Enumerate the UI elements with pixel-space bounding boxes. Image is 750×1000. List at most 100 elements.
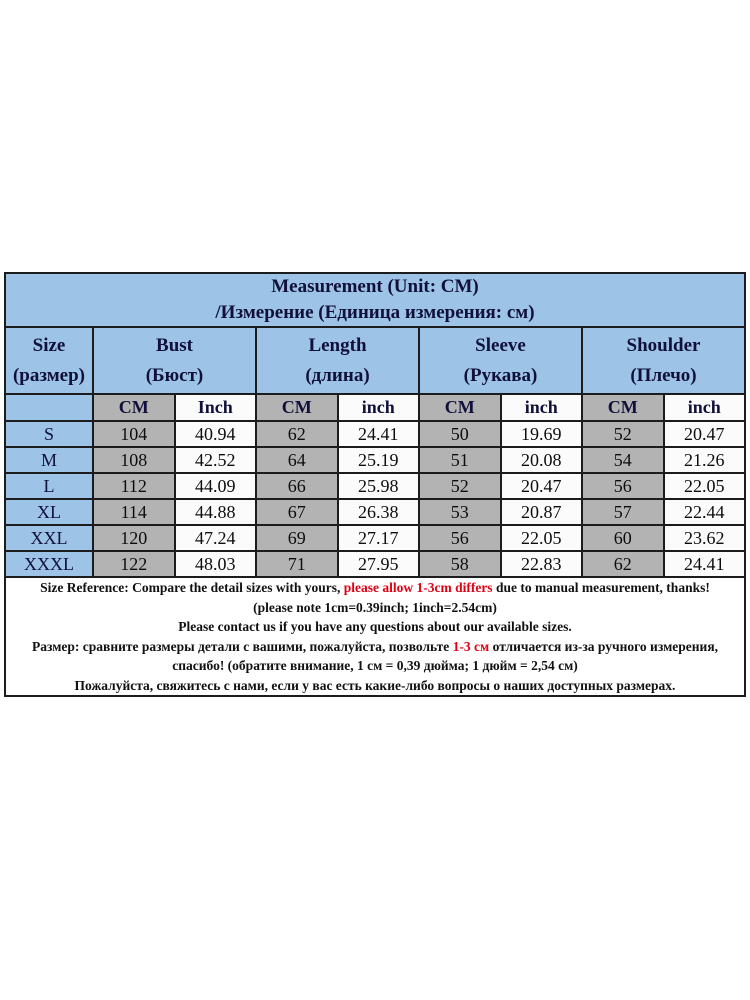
cell-bust-cm: 108 (92, 446, 176, 474)
cell-length-inch: 24.41 (336, 420, 420, 448)
cell-sleeve-inch: 20.47 (499, 472, 583, 500)
cell-length-inch: 26.38 (336, 498, 420, 526)
subheader-length-cm: CM (255, 393, 339, 422)
cell-bust-inch: 40.94 (173, 420, 257, 448)
cell-shoulder-inch: 21.26 (662, 446, 746, 474)
cell-bust-inch: 44.88 (173, 498, 257, 526)
cell-sleeve-inch: 22.83 (499, 550, 583, 578)
cell-length-inch: 25.98 (336, 472, 420, 500)
subheader-shoulder-inch: inch (662, 393, 746, 422)
column-header-size-en: Size (32, 334, 66, 356)
unit-subheader-row: CM Inch CM inch CM inch CM inch (4, 393, 746, 422)
table-row-xl: XL 114 44.88 67 26.38 53 20.87 57 22.44 (4, 498, 746, 526)
size-chart-table: Measurement (Unit: CM) /Измерение (Едини… (4, 272, 746, 697)
column-header-bust: Bust (Бюст) (92, 326, 257, 395)
cell-shoulder-cm: 57 (581, 498, 665, 526)
column-header-row: Size (размер) Bust (Бюст) Length (длина)… (4, 326, 746, 395)
cell-sleeve-inch: 22.05 (499, 524, 583, 552)
cell-sleeve-cm: 58 (418, 550, 502, 578)
note-line-5: спасибо! (обратите внимание, 1 см = 0,39… (172, 658, 578, 673)
column-header-shoulder-ru: (Плечо) (630, 364, 697, 386)
subheader-shoulder-cm: CM (581, 393, 665, 422)
cell-shoulder-cm: 54 (581, 446, 665, 474)
subheader-sleeve-cm: CM (418, 393, 502, 422)
note-line-4: Размер: сравните размеры детали с вашими… (6, 637, 744, 657)
cell-length-cm: 71 (255, 550, 339, 578)
cell-shoulder-inch: 22.44 (662, 498, 746, 526)
size-reference-notes: Size Reference: Compare the detail sizes… (4, 576, 746, 697)
subheader-sleeve-inch: inch (499, 393, 583, 422)
note-line-1-red: please allow 1-3cm differs (343, 580, 493, 595)
table-title-ru: /Измерение (Единица измерения: см) (215, 302, 535, 323)
subheader-bust-inch: Inch (173, 393, 257, 422)
cell-bust-inch: 42.52 (173, 446, 257, 474)
size-label: M (4, 446, 94, 474)
cell-shoulder-cm: 60 (581, 524, 665, 552)
cell-length-inch: 27.17 (336, 524, 420, 552)
cell-shoulder-inch: 23.62 (662, 524, 746, 552)
cell-bust-cm: 114 (92, 498, 176, 526)
title-row: Measurement (Unit: CM) /Измерение (Едини… (4, 272, 746, 328)
cell-sleeve-cm: 56 (418, 524, 502, 552)
size-label: XXL (4, 524, 94, 552)
note-line-2: (please note 1cm=0.39inch; 1inch=2.54cm) (253, 599, 497, 615)
cell-sleeve-inch: 20.87 (499, 498, 583, 526)
table-row-m: M 108 42.52 64 25.19 51 20.08 54 21.26 (4, 446, 746, 474)
notes-row: Size Reference: Compare the detail sizes… (4, 576, 746, 697)
size-label: S (4, 420, 94, 448)
cell-length-inch: 27.95 (336, 550, 420, 578)
table-row-xxxl: XXXL 122 48.03 71 27.95 58 22.83 62 24.4… (4, 550, 746, 578)
cell-shoulder-cm: 62 (581, 550, 665, 578)
cell-bust-cm: 104 (92, 420, 176, 448)
note-line-1-suffix: due to manual measurement, thanks! (492, 580, 710, 595)
cell-shoulder-cm: 56 (581, 472, 665, 500)
cell-bust-cm: 112 (92, 472, 176, 500)
table-title-en: Measurement (Unit: CM) (271, 276, 479, 297)
column-header-length-en: Length (308, 334, 367, 356)
cell-length-cm: 66 (255, 472, 339, 500)
table-row-s: S 104 40.94 62 24.41 50 19.69 52 20.47 (4, 420, 746, 448)
cell-sleeve-cm: 53 (418, 498, 502, 526)
cell-sleeve-inch: 19.69 (499, 420, 583, 448)
cell-sleeve-inch: 20.08 (499, 446, 583, 474)
cell-length-inch: 25.19 (336, 446, 420, 474)
cell-shoulder-cm: 52 (581, 420, 665, 448)
subheader-length-inch: inch (336, 393, 420, 422)
column-header-sleeve-en: Sleeve (475, 334, 526, 356)
cell-sleeve-cm: 51 (418, 446, 502, 474)
size-label: XL (4, 498, 94, 526)
note-line-1-prefix: Size Reference: Compare the detail sizes… (40, 580, 344, 595)
cell-bust-cm: 122 (92, 550, 176, 578)
cell-bust-cm: 120 (92, 524, 176, 552)
cell-length-cm: 69 (255, 524, 339, 552)
size-label: XXXL (4, 550, 94, 578)
column-header-sleeve-ru: (Рукава) (463, 364, 538, 386)
cell-sleeve-cm: 50 (418, 420, 502, 448)
column-header-size-ru: (размер) (12, 364, 86, 386)
column-header-bust-en: Bust (156, 334, 193, 356)
cell-shoulder-inch: 24.41 (662, 550, 746, 578)
column-header-shoulder: Shoulder (Плечо) (581, 326, 746, 395)
table-row-l: L 112 44.09 66 25.98 52 20.47 56 22.05 (4, 472, 746, 500)
cell-bust-inch: 48.03 (173, 550, 257, 578)
cell-sleeve-cm: 52 (418, 472, 502, 500)
column-header-shoulder-en: Shoulder (626, 334, 701, 356)
note-line-4-suffix: отличается из-за ручного измерения, (489, 638, 718, 654)
note-line-3: Please contact us if you have any questi… (178, 619, 572, 634)
table-title: Measurement (Unit: CM) /Измерение (Едини… (4, 272, 746, 328)
cell-length-cm: 64 (255, 446, 339, 474)
cell-bust-inch: 44.09 (173, 472, 257, 500)
column-header-bust-ru: (Бюст) (145, 364, 204, 386)
note-line-4-red: 1-3 см (452, 638, 490, 654)
subheader-empty (4, 393, 94, 422)
size-label: L (4, 472, 94, 500)
column-header-length-ru: (длина) (305, 364, 370, 386)
cell-length-cm: 62 (255, 420, 339, 448)
cell-shoulder-inch: 20.47 (662, 420, 746, 448)
table-row-xxl: XXL 120 47.24 69 27.17 56 22.05 60 23.62 (4, 524, 746, 552)
subheader-bust-cm: CM (92, 393, 176, 422)
column-header-length: Length (длина) (255, 326, 420, 395)
cell-length-cm: 67 (255, 498, 339, 526)
column-header-size: Size (размер) (4, 326, 94, 395)
